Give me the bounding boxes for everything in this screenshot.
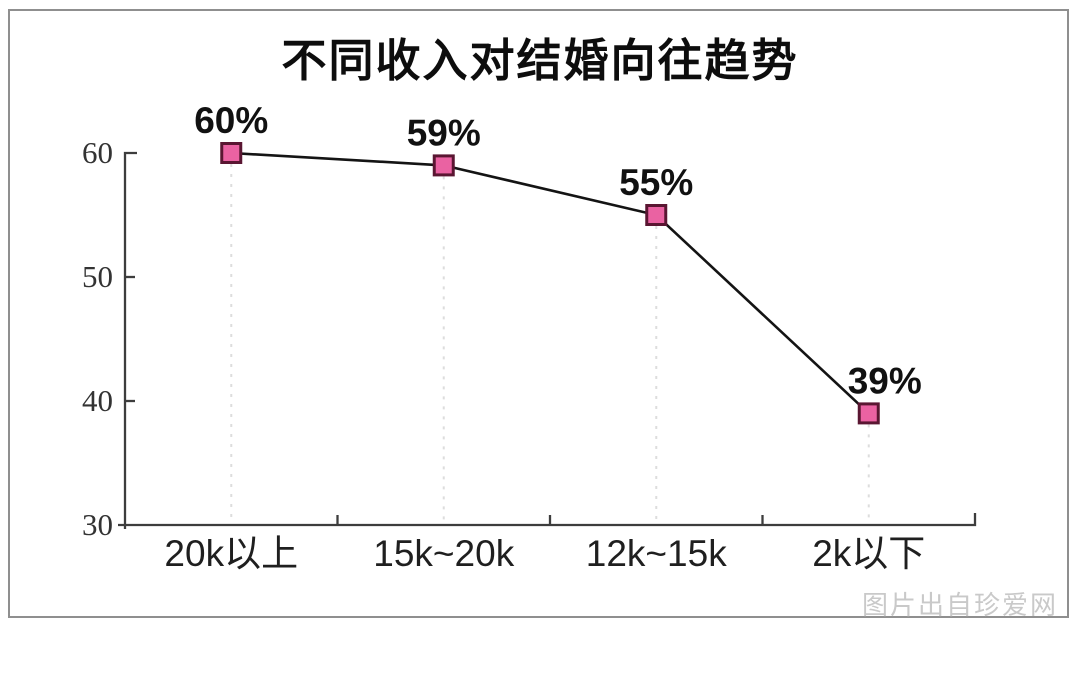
watermark: 图片出自珍爱网 (861, 590, 1058, 620)
data-line (231, 151, 870, 415)
x-tick-label: 15k~20k (373, 533, 514, 574)
data-point-label: 60% (194, 100, 268, 141)
y-tick-label: 30 (82, 507, 113, 542)
x-tick-label: 20k以上 (164, 533, 298, 574)
data-point-label: 39% (848, 360, 922, 401)
x-tick-label: 12k~15k (586, 533, 727, 574)
data-point-marker (645, 204, 668, 226)
data-point-marker (432, 154, 455, 177)
y-axis (123, 151, 137, 529)
data-point-marker (220, 142, 243, 164)
chart-title: 不同收入对结婚向往趋势 (281, 35, 799, 86)
y-tick-label: 60 (82, 135, 113, 170)
y-tick-label: 50 (82, 259, 113, 294)
x-axis (118, 513, 977, 527)
x-tick-label: 2k以下 (812, 533, 925, 574)
data-point-marker (857, 402, 880, 425)
y-tick-label: 40 (82, 383, 113, 418)
data-point-label: 59% (407, 112, 481, 153)
chart-frame (8, 9, 1069, 618)
data-point-label: 55% (619, 162, 693, 203)
